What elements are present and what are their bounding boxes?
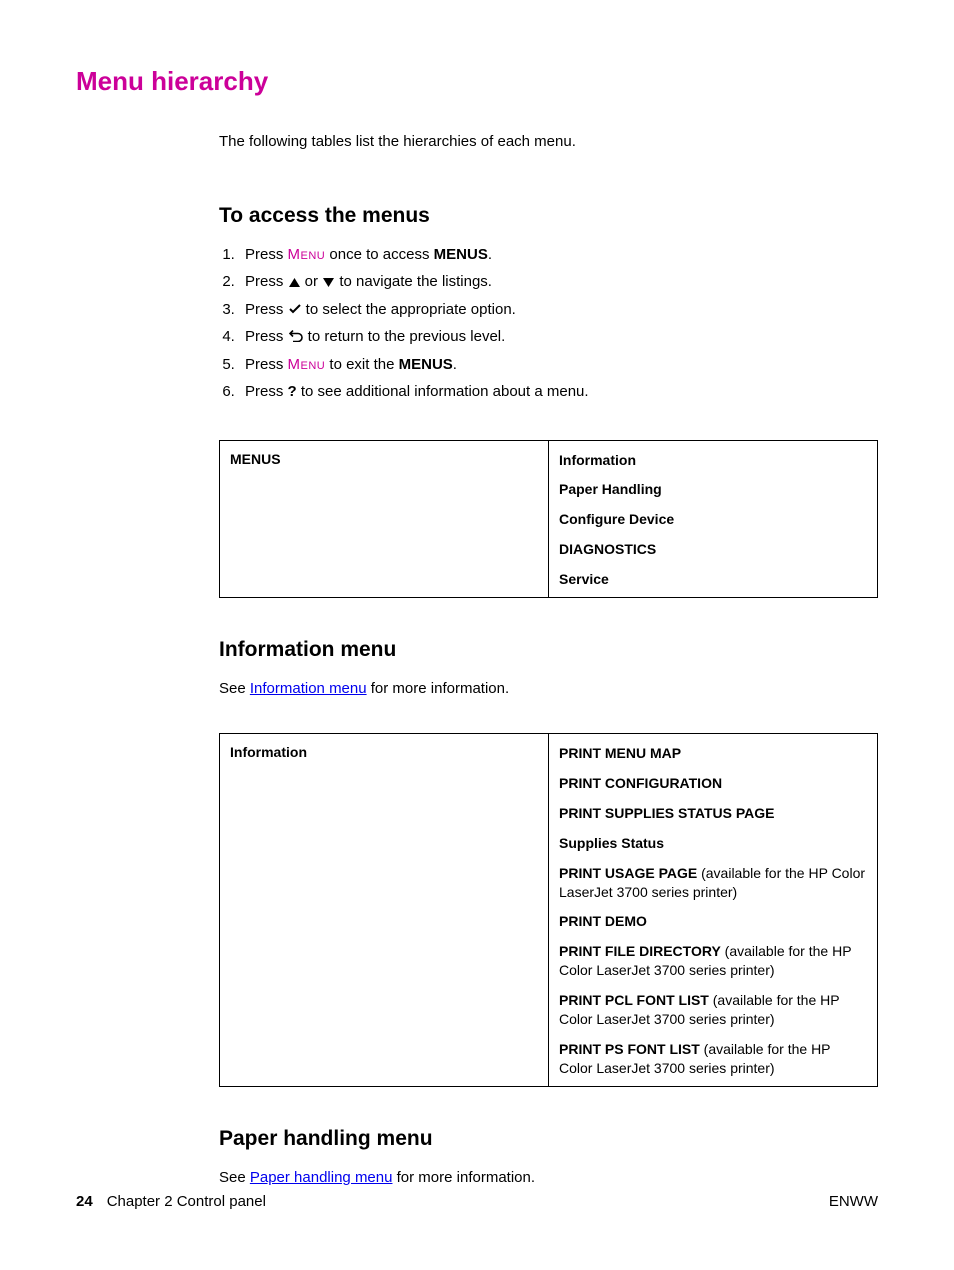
access-steps: Press Menu once to access MENUS. Press o…	[219, 246, 878, 400]
info-link[interactable]: Information menu	[250, 680, 367, 697]
menu-item: Configure Device	[559, 510, 867, 529]
menu-key: Menu	[288, 356, 326, 373]
info-see: See Information menu for more informatio…	[219, 680, 878, 697]
footer-right: ENWW	[829, 1193, 878, 1210]
step-4: Press to return to the previous level.	[239, 328, 878, 346]
menu-item: Paper Handling	[559, 480, 867, 499]
back-icon	[289, 329, 303, 346]
down-arrow-icon	[323, 274, 334, 291]
info-item: PRINT FILE DIRECTORY (available for the …	[559, 942, 867, 980]
info-item: PRINT SUPPLIES STATUS PAGE	[559, 804, 867, 823]
info-item: PRINT USAGE PAGE (available for the HP C…	[559, 864, 867, 902]
info-item: PRINT PCL FONT LIST (available for the H…	[559, 991, 867, 1029]
chapter-label: Chapter 2 Control panel	[107, 1193, 266, 1210]
menu-item: Service	[559, 570, 867, 589]
up-arrow-icon	[289, 274, 300, 291]
menu-key: Menu	[288, 246, 326, 263]
info-item: PRINT DEMO	[559, 912, 867, 931]
menus-table: MENUS Information Paper Handling Configu…	[219, 440, 878, 598]
info-heading: Information menu	[219, 638, 878, 662]
menu-item: DIAGNOSTICS	[559, 540, 867, 559]
menu-item: Information	[559, 451, 867, 470]
help-key: ?	[288, 383, 297, 400]
step-3: Press to select the appropriate option.	[239, 301, 878, 319]
step-5: Press Menu to exit the MENUS.	[239, 356, 878, 373]
info-item: PRINT PS FONT LIST (available for the HP…	[559, 1040, 867, 1078]
paper-heading: Paper handling menu	[219, 1127, 878, 1151]
page-number: 24	[76, 1193, 93, 1210]
info-item: PRINT CONFIGURATION	[559, 774, 867, 793]
step-6: Press ? to see additional information ab…	[239, 383, 878, 400]
step-2: Press or to navigate the listings.	[239, 273, 878, 291]
info-item: PRINT MENU MAP	[559, 744, 867, 763]
info-table: Information PRINT MENU MAP PRINT CONFIGUR…	[219, 733, 878, 1087]
paper-link[interactable]: Paper handling menu	[250, 1169, 393, 1186]
info-item: Supplies Status	[559, 834, 867, 853]
intro-text: The following tables list the hierarchie…	[219, 133, 878, 150]
paper-see: See Paper handling menu for more informa…	[219, 1169, 878, 1186]
menus-table-right: Information Paper Handling Configure Dev…	[549, 440, 878, 597]
info-table-right: PRINT MENU MAP PRINT CONFIGURATION PRINT S…	[549, 734, 878, 1087]
page-title: Menu hierarchy	[76, 66, 878, 97]
access-heading: To access the menus	[219, 204, 878, 228]
page-footer: 24 Chapter 2 Control panel ENWW	[76, 1193, 878, 1210]
menus-table-left: MENUS	[220, 440, 549, 597]
step-1: Press Menu once to access MENUS.	[239, 246, 878, 263]
check-icon	[289, 301, 301, 318]
info-table-left: Information	[220, 734, 549, 1087]
